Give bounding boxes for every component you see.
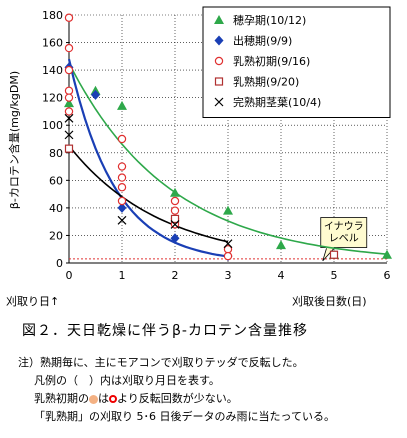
- data-point-s2-6: [117, 134, 127, 144]
- x-tick-label: 5: [331, 269, 338, 282]
- x-axis-label-right: 刈取後日数(日): [292, 294, 367, 308]
- x-tick-label: 3: [225, 269, 232, 282]
- note-line-4: 「乳熟期」の刈取り 5･6 日後データのみ雨に当たっている。: [34, 410, 335, 423]
- y-tick-label: 160: [42, 37, 63, 50]
- beta-carotene-chart: 0 20 40 60 80 100 120 140 160 180 0 1 2 3 4 5 6 β-カロテン含…: [6, 6, 392, 308]
- threshold-label-text: イナウラ: [324, 221, 364, 233]
- x-tick-label: 4: [278, 269, 285, 282]
- y-tick-label: 180: [42, 9, 63, 22]
- threshold-label-text: レベル: [329, 233, 359, 245]
- fit-curves: [67, 58, 388, 258]
- data-point-s3-0: [64, 144, 74, 153]
- x-axis-label-left: 刈取り日↑: [6, 295, 59, 308]
- data-point-s0-7: [382, 249, 392, 259]
- legend: 穂孕期(10/12) 出穂期(9/9) 乳熟初期(9/16) 乳熟期(9/20) 完熟期…: [202, 6, 391, 118]
- note-line-3-a: 乳熟初期の: [34, 392, 89, 405]
- data-point-s4-1: [64, 130, 74, 140]
- fit-curve-0: [68, 62, 388, 255]
- note-line-3-b: は: [98, 392, 109, 405]
- data-point-s2-3: [64, 86, 74, 95]
- legend-label: 乳熟期(9/20): [233, 75, 299, 89]
- notes: 注）熟期毎に、主にモアコンで刈取りテッダで反転した。 凡例の（ ）内は刈取り月日…: [18, 354, 335, 426]
- y-tick-label: 40: [49, 202, 63, 215]
- data-point-s2-5: [64, 107, 74, 116]
- legend-label: 穂孕期(10/12): [233, 13, 306, 27]
- red-ring-icon: [109, 395, 117, 403]
- data-point-s1-3: [170, 233, 180, 244]
- note-line-1: 注）熟期毎に、主にモアコンで刈取りテッダで反転した。: [18, 356, 304, 369]
- data-point-s2-7: [117, 162, 127, 171]
- data-point-s2-11: [170, 196, 180, 206]
- data-point-s0-2: [117, 100, 127, 110]
- data-point-s2-9: [117, 183, 127, 192]
- data-points: [64, 13, 392, 262]
- data-point-s2-10: [117, 196, 127, 206]
- y-tick-label: 120: [42, 92, 63, 105]
- legend-box: [202, 6, 391, 118]
- legend-marker-2: [214, 56, 224, 66]
- data-point-s0-5: [276, 240, 286, 250]
- orange-dot-icon: [89, 394, 98, 404]
- fit-curve-1: [67, 58, 229, 258]
- data-point-s2-16: [223, 251, 233, 261]
- note-line-3: 乳熟初期のはより反転回数が少ない。: [18, 390, 335, 408]
- x-tick-labels: 0 1 2 3 4 5 6: [66, 269, 391, 282]
- threshold-label-box: [320, 217, 368, 248]
- data-point-s4-0: [64, 113, 74, 123]
- data-point-s2-4: [64, 93, 74, 102]
- x-tick-label: 0: [66, 269, 73, 282]
- y-tick-label: 80: [49, 147, 63, 160]
- data-point-s2-2: [64, 65, 74, 75]
- x-tick-label: 1: [119, 269, 126, 282]
- legend-marker-3: [214, 77, 224, 86]
- legend-marker-4: [214, 97, 224, 107]
- data-point-s2-8: [117, 173, 127, 182]
- data-point-s4-3: [170, 219, 180, 229]
- legend-marker-1: [214, 35, 224, 46]
- note-line-3-c: より反転回数が少ない。: [117, 392, 238, 405]
- figure-caption: 図２．天日乾燥に伴うβ-カロテン含量推移: [22, 323, 308, 339]
- legend-label: 乳熟初期(9/16): [233, 54, 310, 68]
- data-point-s4-4: [223, 239, 233, 249]
- y-tick-label: 20: [49, 229, 63, 242]
- data-point-s2-12: [170, 206, 180, 215]
- y-tick-label: 60: [49, 174, 63, 187]
- note-line-2: 凡例の（ ）内は刈取り月日を表す。: [34, 374, 220, 387]
- data-point-s3-1: [170, 214, 180, 224]
- data-point-s1-1: [91, 89, 100, 100]
- data-point-s4-2: [117, 215, 127, 225]
- legend-marker-0: [214, 15, 224, 24]
- x-tick-label: 2: [172, 269, 179, 282]
- y-tick-label: 100: [42, 119, 63, 132]
- y-axis-label: β-カロテン含量(mg/kgDM): [7, 71, 21, 209]
- y-tick-labels: 0 20 40 60 80 100 120 140 160 180: [42, 9, 63, 270]
- data-point-s3-2: [329, 250, 339, 259]
- data-point-s0-3: [170, 187, 180, 197]
- data-point-s2-0: [64, 13, 74, 22]
- data-point-s1-2: [117, 202, 127, 213]
- data-point-s0-4: [223, 205, 233, 215]
- data-point-s0-0: [64, 98, 74, 108]
- x-tick-label: 6: [384, 269, 391, 282]
- fit-curve-4: [68, 145, 229, 243]
- y-tick-label: 140: [42, 64, 63, 77]
- legend-label: 出穂期(9/9): [233, 34, 292, 48]
- data-point-s2-1: [64, 43, 74, 53]
- y-tick-label: 0: [56, 257, 63, 270]
- legend-label: 完熟期茎葉(10/4): [233, 95, 321, 109]
